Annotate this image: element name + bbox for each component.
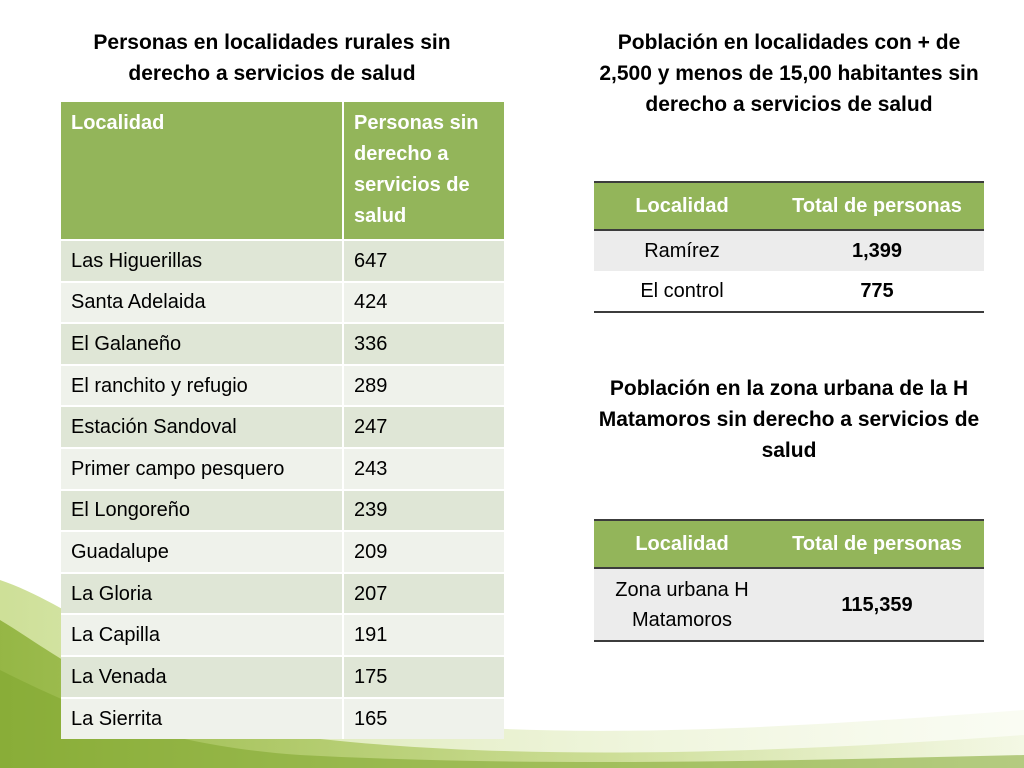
cell-localidad: El Galaneño xyxy=(61,322,343,365)
cell-localidad: El control xyxy=(594,271,770,312)
cell-value: 175 xyxy=(342,654,504,698)
left-table-title: Personas en localidades rurales sin dere… xyxy=(93,31,451,85)
table-row: Zona urbana H Matamoros 115,359 xyxy=(594,568,984,641)
table-row: Guadalupe 209 xyxy=(61,530,504,573)
cell-value: 424 xyxy=(342,280,504,324)
cell-localidad: La Capilla xyxy=(61,613,343,656)
table-row: La Gloria 207 xyxy=(61,571,504,615)
rural-localities-table: Localidad Personas sin derecho a servici… xyxy=(61,102,504,740)
mid-size-localities-title: Población en localidades con + de 2,500 … xyxy=(599,31,979,116)
cell-localidad: El ranchito y refugio xyxy=(61,363,343,407)
cell-localidad: Guadalupe xyxy=(61,530,343,573)
table-row: La Capilla 191 xyxy=(61,613,504,656)
cell-localidad: La Sierrita xyxy=(61,696,343,740)
table-row: Estación Sandoval 247 xyxy=(61,405,504,448)
cell-value: 207 xyxy=(342,571,504,615)
cell-localidad: Santa Adelaida xyxy=(61,280,343,324)
cell-localidad: Zona urbana H Matamoros xyxy=(594,568,770,641)
cell-localidad: Las Higuerillas xyxy=(61,239,343,282)
table-row: Las Higuerillas 647 xyxy=(61,239,504,282)
cell-value: 647 xyxy=(342,239,504,282)
cell-localidad: Ramírez xyxy=(594,230,770,271)
header-total: Total de personas xyxy=(770,519,984,569)
cell-localidad: La Gloria xyxy=(61,571,343,615)
table-row: Ramírez 1,399 xyxy=(594,230,984,271)
cell-localidad: Primer campo pesquero xyxy=(61,446,343,490)
header-localidad: Localidad xyxy=(61,102,343,240)
table-row: Primer campo pesquero 243 xyxy=(61,446,504,490)
urban-zone-table: Localidad Total de personas Zona urbana … xyxy=(594,519,984,642)
table-row: El Longoreño 239 xyxy=(61,488,504,532)
table-row: Santa Adelaida 424 xyxy=(61,280,504,324)
cell-value: 247 xyxy=(342,405,504,448)
header-localidad: Localidad xyxy=(594,519,770,569)
cell-localidad: El Longoreño xyxy=(61,488,343,532)
cell-value: 289 xyxy=(342,363,504,407)
cell-value: 775 xyxy=(770,271,984,312)
cell-value: 209 xyxy=(342,530,504,573)
mid-size-localities-table: Localidad Total de personas Ramírez 1,399… xyxy=(594,181,984,313)
cell-value: 1,399 xyxy=(770,230,984,271)
header-personas: Personas sin derecho a servicios de salu… xyxy=(342,102,504,240)
cell-value: 239 xyxy=(342,488,504,532)
cell-value: 243 xyxy=(342,446,504,490)
header-localidad: Localidad xyxy=(594,181,770,231)
cell-value: 165 xyxy=(342,696,504,740)
table-row: El ranchito y refugio 289 xyxy=(61,363,504,407)
table-row: El control 775 xyxy=(594,271,984,312)
table-row: La Venada 175 xyxy=(61,654,504,698)
cell-value: 336 xyxy=(342,322,504,365)
table-row: El Galaneño 336 xyxy=(61,322,504,365)
urban-zone-title: Población en la zona urbana de la H Mata… xyxy=(598,377,980,462)
table-row: La Sierrita 165 xyxy=(61,696,504,740)
header-total: Total de personas xyxy=(770,181,984,231)
cell-value: 115,359 xyxy=(770,568,984,641)
cell-value: 191 xyxy=(342,613,504,656)
cell-localidad: La Venada xyxy=(61,654,343,698)
cell-localidad: Estación Sandoval xyxy=(61,405,343,448)
